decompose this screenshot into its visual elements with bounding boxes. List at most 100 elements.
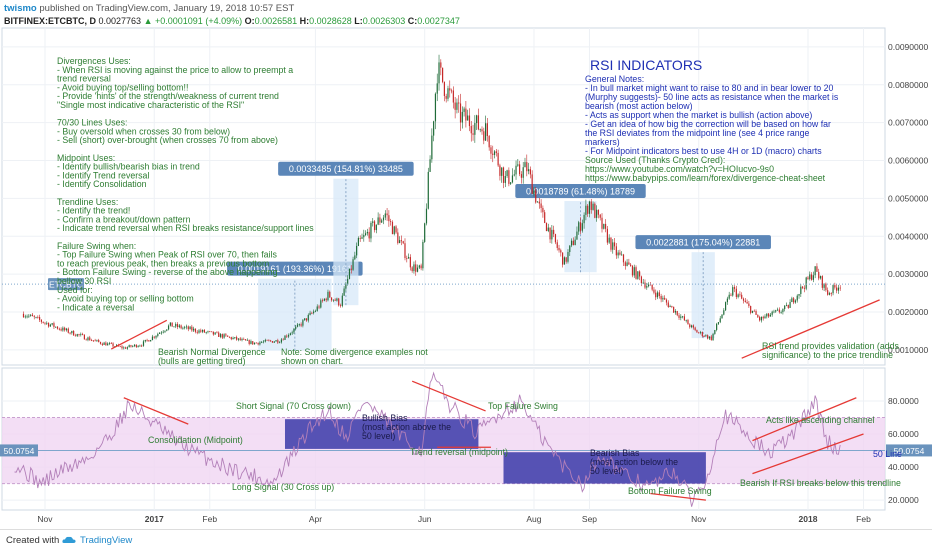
price-y-tick-label: 0.0040000 bbox=[888, 231, 928, 241]
candle-body bbox=[198, 330, 200, 333]
candle-body bbox=[621, 254, 623, 256]
candle-body bbox=[649, 284, 651, 286]
candle-body bbox=[556, 242, 558, 248]
candle-body bbox=[574, 239, 576, 246]
right-note-line: (Murphy suggests)- 50 line acts as resis… bbox=[585, 92, 839, 102]
candle-body bbox=[558, 247, 560, 251]
candle-body bbox=[302, 320, 304, 326]
candle-body bbox=[443, 81, 445, 96]
candle-body bbox=[123, 347, 125, 349]
candle-body bbox=[382, 217, 385, 221]
candle-body bbox=[673, 306, 675, 313]
candle-body bbox=[359, 237, 361, 239]
bearish-bias-label: Bearish Bias bbox=[590, 448, 640, 458]
candle-body bbox=[819, 276, 822, 279]
fifty-line-label: 50 Line bbox=[873, 449, 902, 459]
short-signal-label: Short Signal (70 Cross down) bbox=[236, 401, 351, 411]
candle-body bbox=[416, 267, 419, 272]
candle-body bbox=[733, 287, 736, 289]
candle-body bbox=[300, 324, 302, 326]
published-line: twismo published on TradingView.com, Jan… bbox=[4, 3, 294, 14]
candle-body bbox=[560, 250, 562, 253]
left-note-line: - Indicate trend reversal when RSI break… bbox=[57, 223, 314, 233]
candle-body bbox=[124, 347, 127, 349]
measurement-box bbox=[691, 252, 715, 339]
trend-reversal-label: Trend reversal (midpoint) bbox=[410, 447, 508, 457]
measurement-label-bg bbox=[227, 261, 363, 276]
candle-body bbox=[311, 312, 313, 314]
candle-body bbox=[619, 252, 621, 255]
candles bbox=[22, 54, 841, 350]
candle-body bbox=[669, 305, 671, 307]
candle-body bbox=[787, 304, 789, 308]
x-tick-label: Apr bbox=[309, 514, 322, 524]
candle-body bbox=[248, 339, 250, 344]
candle-body bbox=[538, 201, 540, 204]
candle-body bbox=[49, 324, 51, 327]
candle-body bbox=[89, 337, 91, 341]
candle-body bbox=[766, 313, 768, 317]
bearish-bias-label: (most action below the bbox=[590, 457, 678, 467]
candle-body bbox=[449, 88, 451, 91]
candle-body bbox=[431, 135, 433, 160]
channel-lower-line bbox=[752, 433, 864, 475]
candle-body bbox=[553, 229, 555, 235]
tradingview-brand[interactable]: TradingView bbox=[80, 535, 133, 546]
candle-body bbox=[780, 312, 782, 313]
candle-body bbox=[467, 115, 469, 121]
candle-body bbox=[504, 176, 506, 183]
candle-body bbox=[567, 252, 569, 262]
price-y-tick-label: 0.0020000 bbox=[888, 307, 928, 317]
candle-body bbox=[227, 335, 229, 337]
candle-body bbox=[105, 342, 107, 346]
ohlc-line: BITFINEX:ETCBTC, D 0.0027763 ▲ +0.000109… bbox=[4, 16, 460, 26]
candle-body bbox=[345, 284, 347, 289]
x-tick-label: Aug bbox=[526, 514, 541, 524]
candle-body bbox=[511, 175, 514, 183]
candle-body bbox=[463, 108, 465, 112]
bullish-bias-label: Bullish Bias bbox=[362, 413, 408, 423]
candle-body bbox=[60, 329, 62, 331]
candle-body bbox=[388, 215, 390, 222]
candle-body bbox=[402, 241, 404, 244]
candle-body bbox=[194, 328, 197, 332]
candle-body bbox=[821, 276, 823, 288]
candle-body bbox=[690, 325, 693, 328]
candle-body bbox=[474, 123, 476, 135]
candle-body bbox=[391, 221, 394, 235]
candle-body bbox=[135, 344, 137, 348]
price-change: +0.0001091 (+4.09%) bbox=[155, 16, 243, 26]
right-note-line: markers) bbox=[585, 137, 620, 147]
candle-body bbox=[334, 299, 336, 301]
publisher-name[interactable]: twismo bbox=[4, 3, 37, 14]
open-value: 0.0026581 bbox=[254, 16, 298, 26]
candle-body bbox=[244, 339, 247, 341]
candle-body bbox=[674, 311, 677, 313]
candle-body bbox=[153, 336, 155, 338]
candle-body bbox=[393, 226, 395, 235]
candle-body bbox=[31, 314, 34, 317]
candle-body bbox=[200, 330, 202, 332]
x-tick-label: Nov bbox=[37, 514, 53, 524]
candle-body bbox=[287, 334, 290, 337]
candle-body bbox=[689, 324, 691, 328]
candle-body bbox=[318, 306, 320, 308]
candle-body bbox=[452, 90, 454, 103]
candle-body bbox=[676, 311, 678, 316]
candle-body bbox=[660, 296, 662, 300]
candle-body bbox=[810, 274, 813, 280]
candle-body bbox=[377, 217, 379, 225]
candle-body bbox=[133, 344, 136, 346]
candle-body bbox=[418, 265, 420, 268]
candle-body bbox=[411, 267, 413, 272]
candle-body bbox=[44, 322, 46, 324]
footer: Created with TradingView bbox=[0, 529, 932, 550]
candle-body bbox=[219, 334, 222, 337]
bottom-failure-label: Bottom Failure Swing bbox=[628, 486, 712, 496]
candle-body bbox=[651, 284, 653, 290]
candle-body bbox=[83, 334, 85, 340]
candle-body bbox=[241, 338, 243, 341]
candle-body bbox=[581, 223, 583, 231]
candle-body bbox=[270, 340, 272, 342]
